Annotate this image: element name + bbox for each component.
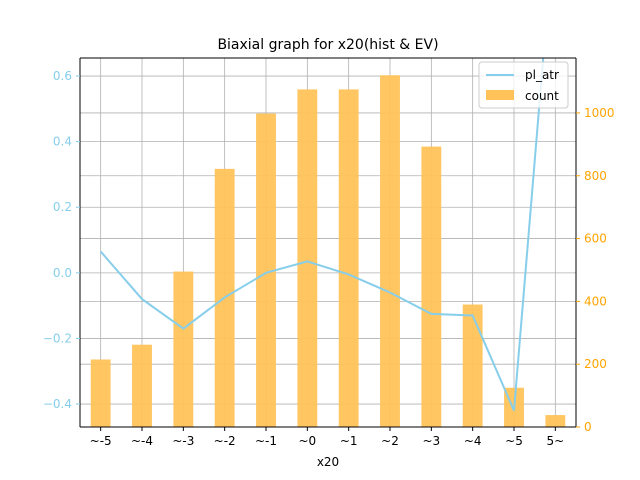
- x-tick-label: ~-2: [214, 434, 236, 448]
- x-axis-ticks: ~-5 ~-4 ~-3 ~-2 ~-1 ~0 ~1 ~2 ~3 ~4 ~5 5~: [90, 427, 564, 448]
- left-tick-label: −0.2: [43, 331, 72, 345]
- bar: [421, 146, 442, 427]
- x-tick-label: 5~: [546, 434, 564, 448]
- right-tick-label: 200: [584, 357, 607, 371]
- right-tick-label: 0: [584, 420, 592, 434]
- x-tick-label: ~-1: [255, 434, 277, 448]
- legend-label-pl-atr: pl_atr: [525, 68, 559, 82]
- bar-series-count: [90, 75, 566, 427]
- x-axis-label: x20: [317, 455, 339, 469]
- bar: [256, 113, 276, 427]
- right-tick-label: 800: [584, 169, 607, 183]
- bar: [90, 359, 111, 427]
- right-tick-label: 600: [584, 232, 607, 246]
- legend-label-count: count: [525, 89, 559, 103]
- left-tick-label: 0.4: [53, 135, 72, 149]
- bar: [545, 415, 566, 427]
- x-tick-label: ~2: [381, 434, 399, 448]
- left-tick-label: 0.0: [53, 266, 72, 280]
- left-tick-label: −0.4: [43, 397, 72, 411]
- bar: [297, 89, 318, 427]
- line-series-pl-atr: [99, 58, 545, 411]
- left-tick-label: 0.6: [53, 69, 72, 83]
- bar: [380, 75, 400, 427]
- left-axis-ticks: −0.4 −0.2 0.0 0.2 0.4 0.6: [43, 69, 80, 411]
- right-tick-label: 400: [584, 294, 607, 308]
- line-path: [99, 58, 545, 411]
- bar: [462, 304, 483, 427]
- bar: [338, 89, 359, 427]
- right-axis-ticks: 0 200 400 600 800 1000: [576, 106, 615, 434]
- grid-lines: [80, 58, 576, 428]
- bar: [173, 271, 194, 427]
- x-tick-label: ~0: [298, 434, 316, 448]
- x-tick-label: ~3: [422, 434, 440, 448]
- chart-title: Biaxial graph for x20(hist & EV): [217, 37, 438, 53]
- x-tick-label: ~5: [505, 434, 523, 448]
- x-tick-label: ~-4: [131, 434, 153, 448]
- x-tick-label: ~-5: [90, 434, 112, 448]
- left-tick-label: 0.2: [53, 200, 72, 214]
- x-tick-label: ~-3: [172, 434, 194, 448]
- bar: [132, 344, 152, 427]
- x-tick-label: ~4: [464, 434, 482, 448]
- plot-frame: [79, 57, 577, 428]
- right-tick-label: 1000: [584, 106, 615, 120]
- legend-bar-swatch: [486, 90, 514, 100]
- x-tick-label: ~1: [340, 434, 358, 448]
- legend: pl_atr count: [478, 61, 569, 109]
